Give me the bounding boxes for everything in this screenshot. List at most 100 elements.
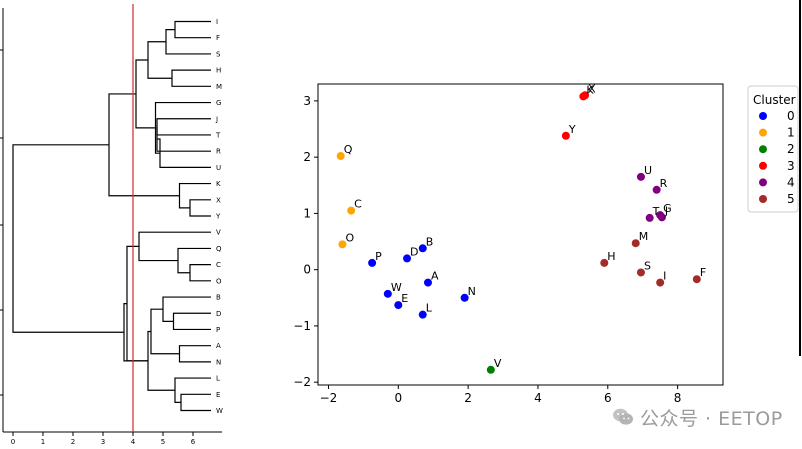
dendrogram-x-ticks: 0 1 2 3 4 5 6 — [0, 49, 196, 446]
scatter-point — [636, 268, 645, 277]
legend-label: 3 — [787, 159, 795, 173]
dendrogram-link — [150, 308, 180, 355]
scatter-point-label: F — [700, 266, 706, 279]
scatter-point — [652, 185, 661, 194]
scatter-point — [692, 275, 701, 284]
dendrogram-leaf-label: F — [216, 34, 220, 42]
wechat-logo-icon — [613, 408, 633, 425]
scatter-point — [657, 213, 666, 222]
legend-marker — [759, 195, 767, 203]
dendrogram-link — [147, 41, 172, 79]
scatter-point-label: Q — [344, 143, 353, 156]
legend-marker — [759, 128, 767, 137]
dendrogram-leaf-label: A — [216, 342, 221, 350]
dendrogram-leaf-label: P — [216, 326, 220, 334]
dendrogram-leaf-label: S — [216, 50, 221, 58]
scatter-points — [336, 91, 701, 374]
scatter-point-label: D — [410, 245, 418, 258]
scatter-panel: −2 0 2 4 6 8 −2 −1 0 1 2 3 BD P A WE L N Q C O V XK Y UR T GJ M H S… — [293, 82, 724, 405]
dendrogram-leaf-label: V — [216, 229, 221, 237]
dendrogram-leaf-label: D — [216, 310, 221, 318]
scatter-point-labels: BD P A WE L N Q C O V XK Y UR T GJ M H SI F — [344, 82, 706, 370]
dendrogram-leaf-label: E — [216, 391, 220, 399]
dendrogram-link — [189, 199, 211, 217]
scatter-x-tick-label: 4 — [534, 391, 542, 405]
dendrogram-leaf-label: H — [216, 67, 221, 75]
dendrogram-leaf-label: C — [216, 261, 221, 269]
dendrogram-leaf-label: Q — [216, 245, 222, 253]
scatter-point-label: C — [354, 198, 362, 211]
legend-label: 5 — [787, 192, 795, 206]
scatter-y-tick-label: 2 — [303, 150, 311, 164]
dendrogram-leaf-label: X — [216, 196, 221, 204]
dendrogram-leaf-label: I — [216, 18, 218, 26]
legend-entries: 0 1 2 3 4 5 — [759, 109, 795, 206]
scatter-point-label: Y — [568, 123, 576, 136]
dendrogram-link — [171, 69, 211, 87]
scatter-point — [600, 258, 609, 267]
scatter-point-label: J — [664, 204, 668, 217]
scatter-point — [394, 301, 403, 310]
dendrogram-leaf-label: U — [216, 164, 221, 172]
dendrogram-link — [165, 29, 211, 55]
scatter-y-tick-label: 0 — [303, 263, 311, 277]
dendrogram-link — [156, 118, 211, 136]
scatter-x-tick-label: 0 — [394, 391, 402, 405]
legend-marker — [759, 178, 767, 187]
scatter-point-label: U — [644, 164, 652, 177]
scatter-y-ticks: −2 −1 0 1 2 3 — [293, 94, 318, 389]
scatter-point-label: I — [663, 270, 666, 283]
scatter-point — [460, 293, 469, 302]
scatter-x-tick-label: 6 — [604, 391, 612, 405]
dendrogram-links — [12, 20, 211, 412]
dendrogram-x-tick-label: 5 — [161, 438, 165, 446]
scatter-point-label: H — [607, 250, 615, 263]
scatter-point — [338, 240, 347, 249]
dendrogram-link — [180, 393, 211, 412]
scatter-point-label: G — [663, 202, 672, 215]
scatter-point — [347, 206, 356, 215]
dendrogram-x-tick-label: 0 — [11, 438, 15, 446]
legend-marker — [759, 161, 767, 170]
scatter-point — [403, 254, 412, 263]
scatter-x-tick-label: 2 — [464, 391, 472, 405]
dendrogram-link — [157, 138, 211, 168]
scatter-point — [336, 152, 345, 161]
dendrogram-x-tick-label: 6 — [191, 438, 196, 446]
dendrogram-link — [189, 264, 211, 282]
legend-marker — [759, 145, 767, 154]
dendrogram-link — [154, 101, 211, 154]
scatter-y-tick-label: −2 — [293, 375, 311, 389]
legend: Cluster 0 1 2 3 4 5 — [747, 85, 799, 213]
scatter-point-label: B — [426, 235, 434, 248]
legend-label: 1 — [787, 126, 795, 140]
scatter-point-label: O — [345, 231, 354, 244]
panel-edge-line — [799, 0, 801, 356]
scatter-point-label: R — [660, 177, 668, 190]
scatter-point-label: M — [639, 230, 649, 243]
dendrogram-leaf-label: M — [216, 83, 222, 91]
scatter-point-label: V — [494, 357, 502, 370]
dendrogram-x-tick-label: 1 — [41, 438, 45, 446]
scatter-point-label: X — [588, 82, 596, 95]
scatter-point-label: S — [644, 259, 651, 272]
scatter-point — [645, 213, 654, 222]
scatter-point-label: L — [426, 302, 433, 315]
scatter-point — [418, 310, 427, 319]
dendrogram-link — [138, 231, 211, 262]
dendrogram-leaf-label: Y — [215, 213, 221, 221]
dendrogram-x-tick-label: 4 — [131, 438, 136, 446]
dendrogram-link — [178, 345, 211, 363]
dendrogram-leaf-label: W — [216, 407, 223, 415]
scatter-point — [418, 244, 427, 253]
legend-marker — [759, 112, 767, 120]
scatter-point — [579, 92, 588, 101]
scatter-x-tick-label: 8 — [674, 391, 682, 405]
dendrogram-x-tick-label: 3 — [101, 438, 105, 446]
legend-title: Cluster — [753, 93, 796, 107]
scatter-point — [561, 131, 570, 140]
dendrogram-link — [156, 126, 211, 152]
dendrogram-link — [108, 93, 180, 197]
